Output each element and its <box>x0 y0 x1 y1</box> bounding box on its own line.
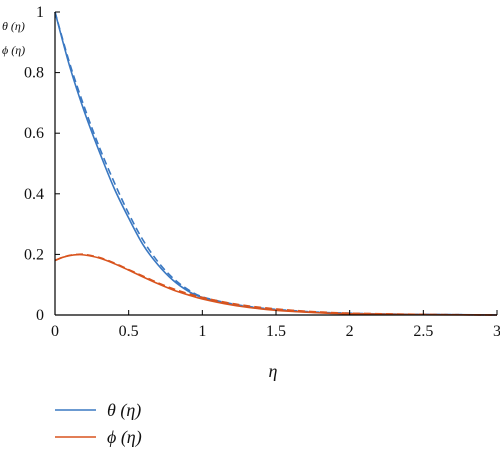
legend: θ (η) ϕ (η) <box>55 400 142 448</box>
x-axis-label: η <box>269 361 278 381</box>
y-tick-label: 0 <box>36 307 44 324</box>
series-line-3 <box>54 253 498 316</box>
x-tick-label: 3 <box>493 323 500 340</box>
series-line-2 <box>54 253 498 316</box>
y-tick-label: 0.2 <box>24 246 44 263</box>
x-tick-label: 1.5 <box>266 323 286 340</box>
x-tick-label: 0 <box>51 323 59 340</box>
legend-label-0: θ (η) <box>107 400 141 421</box>
y-axis-ticks: 0 0.2 0.4 0.6 0.8 1 <box>24 4 60 324</box>
x-tick-label: 2.5 <box>413 323 433 340</box>
x-tick-label: 1 <box>198 323 206 340</box>
y-tick-label: 1 <box>36 4 44 21</box>
y-axis-label-phi: ϕ (η) <box>2 43 25 57</box>
series-line-0 <box>54 11 498 316</box>
series-line-1 <box>54 11 498 316</box>
y-tick-label: 0.8 <box>24 65 44 82</box>
legend-label-1: ϕ (η) <box>107 427 142 448</box>
plot-area <box>54 11 498 316</box>
y-axis-label-theta: θ (η) <box>2 19 25 33</box>
x-tick-label: 2 <box>346 323 354 340</box>
x-axis-ticks: 0 0.5 1 1.5 2 2.5 3 <box>51 310 500 340</box>
y-tick-label: 0.6 <box>24 125 44 142</box>
axes <box>54 12 497 316</box>
y-tick-label: 0.4 <box>24 186 44 203</box>
x-tick-label: 0.5 <box>119 323 139 340</box>
